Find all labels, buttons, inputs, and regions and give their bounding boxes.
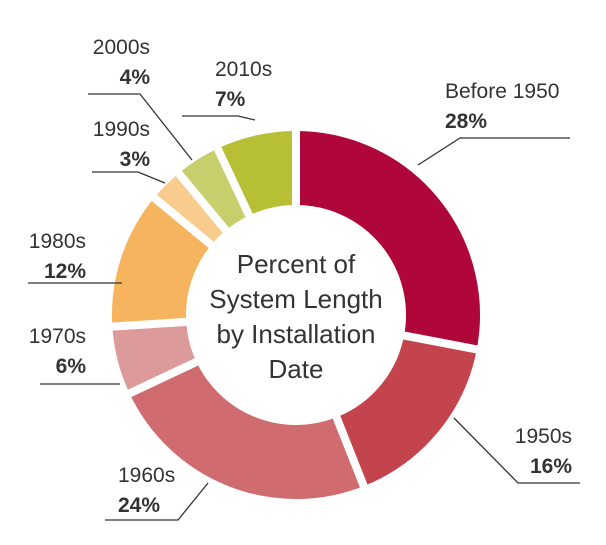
labels-group: Before 1950 28% 1950s 16% 1960s 24% 1970s 6% 198…	[29, 36, 573, 517]
label-name-1990s: 1990s	[93, 118, 150, 141]
label-value-before-1950: 28%	[445, 110, 487, 133]
leader-line-1990s	[92, 171, 166, 184]
label-value-2000s: 4%	[120, 66, 151, 89]
center-title-line-3: by Installation	[217, 319, 376, 349]
center-title-line-2: System Length	[209, 284, 382, 314]
slices-group	[104, 122, 488, 507]
label-value-1970s: 6%	[56, 355, 87, 378]
slice-before-1950	[292, 122, 488, 355]
label-value-1990s: 3%	[120, 148, 151, 171]
label-value-1960s: 24%	[118, 494, 160, 517]
center-title-line-4: Date	[269, 354, 324, 384]
slice-2010s	[210, 122, 300, 225]
label-name-before-1950: Before 1950	[445, 80, 559, 103]
leader-line-2010s	[182, 115, 256, 121]
label-name-1950s: 1950s	[515, 425, 572, 448]
label-name-1960s: 1960s	[118, 464, 175, 487]
label-value-1980s: 12%	[44, 260, 86, 283]
label-value-1950s: 16%	[530, 455, 572, 478]
leader-line-1950s	[453, 417, 580, 484]
label-name-2010s: 2010s	[215, 58, 272, 81]
label-name-2000s: 2000s	[93, 36, 150, 59]
leader-lines-group	[28, 93, 580, 521]
slice-1960s	[120, 354, 371, 507]
label-name-1980s: 1980s	[29, 230, 86, 253]
label-name-1970s: 1970s	[29, 325, 86, 348]
label-value-2010s: 7%	[215, 88, 246, 111]
leader-line-before-1950	[417, 137, 570, 166]
center-title-line-1: Percent of	[237, 249, 356, 279]
leader-line-2000s	[88, 93, 193, 161]
leader-line-1960s	[105, 482, 209, 521]
